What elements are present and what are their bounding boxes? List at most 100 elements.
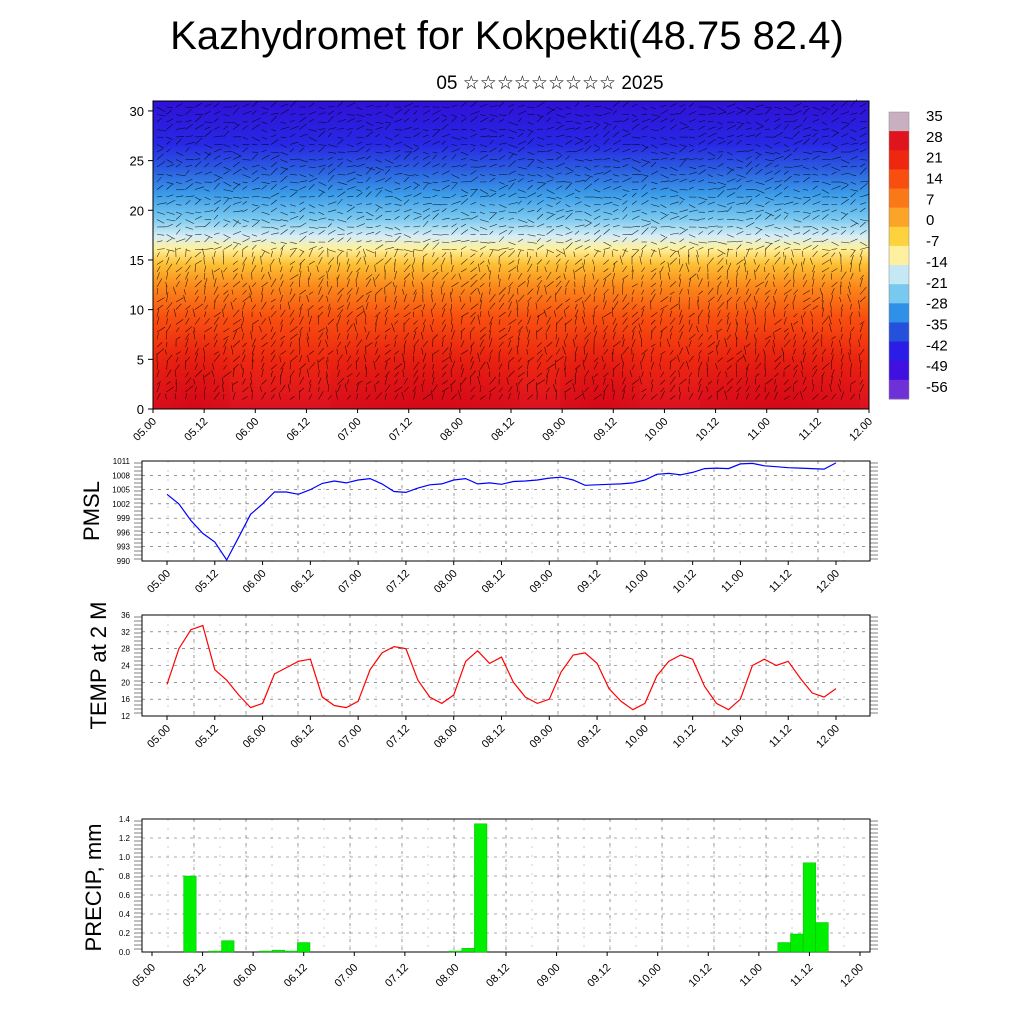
wind-vector bbox=[831, 226, 839, 231]
wind-vector bbox=[356, 251, 361, 258]
wind-vector bbox=[384, 121, 392, 124]
wind-vector bbox=[156, 114, 166, 117]
wind-vector bbox=[717, 121, 723, 125]
wind-vector bbox=[460, 315, 463, 325]
wind-vector bbox=[755, 193, 761, 198]
wind-vector bbox=[698, 367, 700, 378]
wind-vector bbox=[156, 136, 164, 138]
wind-vector bbox=[261, 342, 268, 348]
x-tick-label: 06.12 bbox=[285, 416, 313, 444]
wind-vector bbox=[384, 357, 391, 363]
wind-vector bbox=[679, 263, 684, 273]
wind-vector bbox=[242, 290, 247, 295]
wind-vector bbox=[783, 255, 787, 265]
wind-vector bbox=[251, 256, 255, 265]
wind-vector bbox=[840, 181, 849, 185]
wind-vector bbox=[289, 341, 292, 348]
wind-vector bbox=[403, 199, 410, 205]
wind-vector bbox=[603, 288, 609, 295]
wind-vector bbox=[441, 319, 446, 325]
wind-vector bbox=[175, 257, 181, 265]
wind-vector bbox=[166, 159, 174, 164]
wind-vector bbox=[479, 273, 486, 280]
wind-vector bbox=[736, 355, 744, 363]
wind-vector bbox=[553, 310, 557, 318]
wind-vector bbox=[223, 267, 228, 273]
wind-vector bbox=[356, 192, 363, 198]
wind-vector bbox=[432, 319, 434, 325]
wind-vector bbox=[641, 249, 643, 258]
wind-vector bbox=[736, 350, 743, 355]
wind-vector bbox=[848, 352, 851, 363]
wind-vector bbox=[679, 315, 683, 325]
wind-vector bbox=[726, 140, 733, 145]
wind-vector bbox=[631, 304, 637, 310]
wind-vector bbox=[498, 311, 506, 318]
wind-vector bbox=[251, 100, 259, 108]
wind-vector bbox=[166, 309, 169, 318]
wind-vector bbox=[308, 150, 314, 153]
wind-vector bbox=[337, 139, 344, 145]
wind-vector bbox=[810, 311, 813, 318]
wind-vector bbox=[318, 256, 323, 265]
wind-vector bbox=[479, 189, 489, 195]
wind-vector bbox=[707, 341, 716, 348]
wind-vector bbox=[441, 123, 449, 130]
wind-vector bbox=[574, 239, 581, 243]
wind-vector bbox=[261, 391, 267, 400]
wind-vector bbox=[669, 157, 675, 160]
wind-vector bbox=[622, 274, 629, 280]
wind-vector bbox=[362, 248, 367, 258]
wind-vector bbox=[716, 391, 718, 400]
wind-vector bbox=[726, 287, 732, 295]
wind-vector bbox=[384, 393, 387, 400]
wind-vector bbox=[280, 219, 289, 222]
wind-vector bbox=[544, 346, 547, 355]
wind-vector bbox=[536, 350, 543, 355]
wind-vector bbox=[859, 241, 868, 246]
wind-vector bbox=[678, 341, 680, 348]
wind-vector bbox=[707, 181, 717, 184]
wind-vector bbox=[774, 355, 782, 363]
wind-vector bbox=[688, 111, 697, 115]
wind-vector bbox=[706, 386, 709, 393]
wind-vector bbox=[831, 103, 836, 108]
wind-vector bbox=[403, 164, 410, 168]
wind-vector bbox=[365, 249, 375, 254]
temp-panel-line bbox=[166, 624, 837, 711]
wind-vector bbox=[660, 234, 666, 238]
wind-vector bbox=[820, 339, 823, 348]
wind-vector bbox=[318, 305, 324, 310]
wind-vector bbox=[821, 259, 830, 265]
wind-vector bbox=[413, 132, 421, 138]
wind-vector bbox=[356, 245, 362, 250]
wind-vector bbox=[213, 199, 221, 205]
wind-vector bbox=[299, 289, 307, 295]
wind-vector bbox=[375, 207, 380, 213]
wind-vector bbox=[735, 332, 737, 340]
wind-vector bbox=[203, 347, 205, 355]
wind-vector bbox=[251, 176, 260, 183]
wind-vector bbox=[620, 354, 623, 363]
wind-vector bbox=[384, 103, 390, 108]
wind-vector bbox=[287, 301, 291, 310]
wind-vector bbox=[829, 383, 832, 393]
wind-vector bbox=[384, 247, 394, 250]
wind-vector bbox=[755, 144, 761, 147]
wind-vector bbox=[669, 232, 680, 235]
wind-vector bbox=[232, 168, 242, 175]
wind-vector bbox=[544, 266, 547, 273]
wind-vector bbox=[736, 178, 742, 183]
wind-vector bbox=[308, 211, 315, 214]
wind-vector bbox=[451, 154, 457, 160]
x-tick-label: 11.00 bbox=[745, 416, 772, 443]
wind-vector bbox=[859, 230, 867, 235]
wind-vector bbox=[242, 396, 248, 400]
wind-vector bbox=[793, 348, 796, 355]
wind-vector bbox=[688, 136, 696, 139]
wind-vector bbox=[223, 346, 227, 355]
wind-vector bbox=[316, 265, 319, 273]
wind-vector bbox=[211, 363, 215, 370]
x-tick-label: 07.00 bbox=[336, 568, 364, 596]
wind-vector bbox=[565, 212, 573, 220]
